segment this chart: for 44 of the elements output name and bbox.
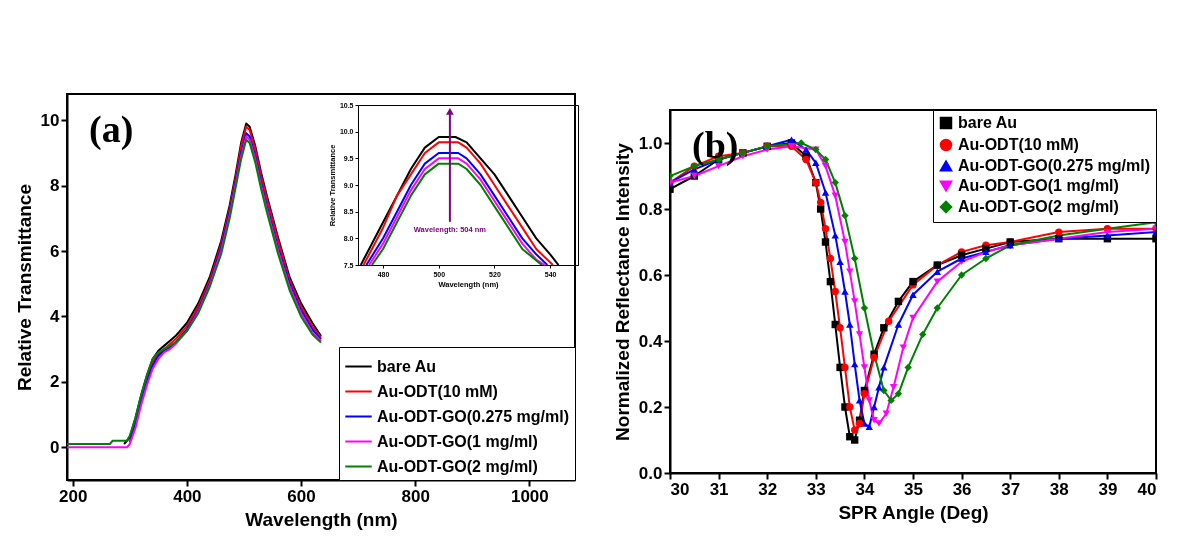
x-tick-label: 600 (287, 486, 316, 506)
x-tick-label: 30 (670, 479, 690, 499)
y-tick-label: 0.6 (638, 265, 663, 285)
legend-label: Au-ODT-GO(0.275 mg/ml) (377, 407, 570, 425)
x-axis-title: Wavelength (nm) (245, 508, 398, 530)
x-tick-label: 39 (1098, 479, 1118, 499)
y-tick-label: 0.8 (638, 199, 663, 219)
y-tick-label: 4 (50, 306, 61, 326)
y-tick-label: 0.0 (638, 463, 663, 483)
y-tick-label: 0.4 (638, 331, 664, 351)
y-tick-label: 0 (50, 437, 60, 457)
x-tick-label: 200 (59, 486, 88, 506)
legend-label: Au-ODT(10 mM) (377, 382, 498, 400)
annotation: (a) (89, 108, 134, 151)
annotation: (b) (692, 124, 739, 167)
x-tick-label: 31 (709, 479, 729, 499)
y-axis-title: Relative Transmittance (13, 184, 35, 391)
legend-label: Au-ODT-GO(1 mg/ml) (958, 177, 1119, 194)
y-axis-title: Normalized Reflectance Intensity (611, 142, 633, 441)
x-tick-label: 33 (806, 479, 826, 499)
x-tick-label: 400 (173, 486, 202, 506)
y-tick-label: 6 (50, 241, 60, 261)
x-axis-title: SPR Angle (Deg) (838, 501, 989, 523)
y-tick-label: 1.0 (638, 133, 663, 153)
x-tick-label: 37 (1001, 479, 1021, 499)
x-tick-label: 800 (401, 486, 430, 506)
x-tick-label: 35 (904, 479, 923, 499)
legend-label: bare Au (377, 357, 436, 375)
x-tick-label: 38 (1049, 479, 1069, 499)
x-tick-label: 36 (952, 479, 972, 499)
y-tick-label: 10 (40, 110, 60, 130)
legend-label: Au-ODT(10 mM) (958, 136, 1079, 153)
x-tick-label: 34 (855, 479, 875, 499)
legend-label: Au-ODT-GO(1 mg/ml) (377, 432, 538, 450)
y-tick-label: 2 (50, 372, 60, 392)
x-tick-label: 1000 (510, 486, 549, 506)
x-tick-label: 32 (758, 479, 778, 499)
y-tick-label: 0.2 (638, 397, 663, 417)
legend-label: bare Au (958, 114, 1017, 131)
x-tick-label: 40 (1137, 479, 1157, 499)
legend-label: Au-ODT-GO(0.275 mg/ml) (958, 157, 1151, 174)
legend-label: Au-ODT-GO(2 mg/ml) (377, 457, 538, 475)
y-tick-label: 8 (50, 176, 60, 196)
legend-label: Au-ODT-GO(2 mg/ml) (958, 198, 1119, 215)
